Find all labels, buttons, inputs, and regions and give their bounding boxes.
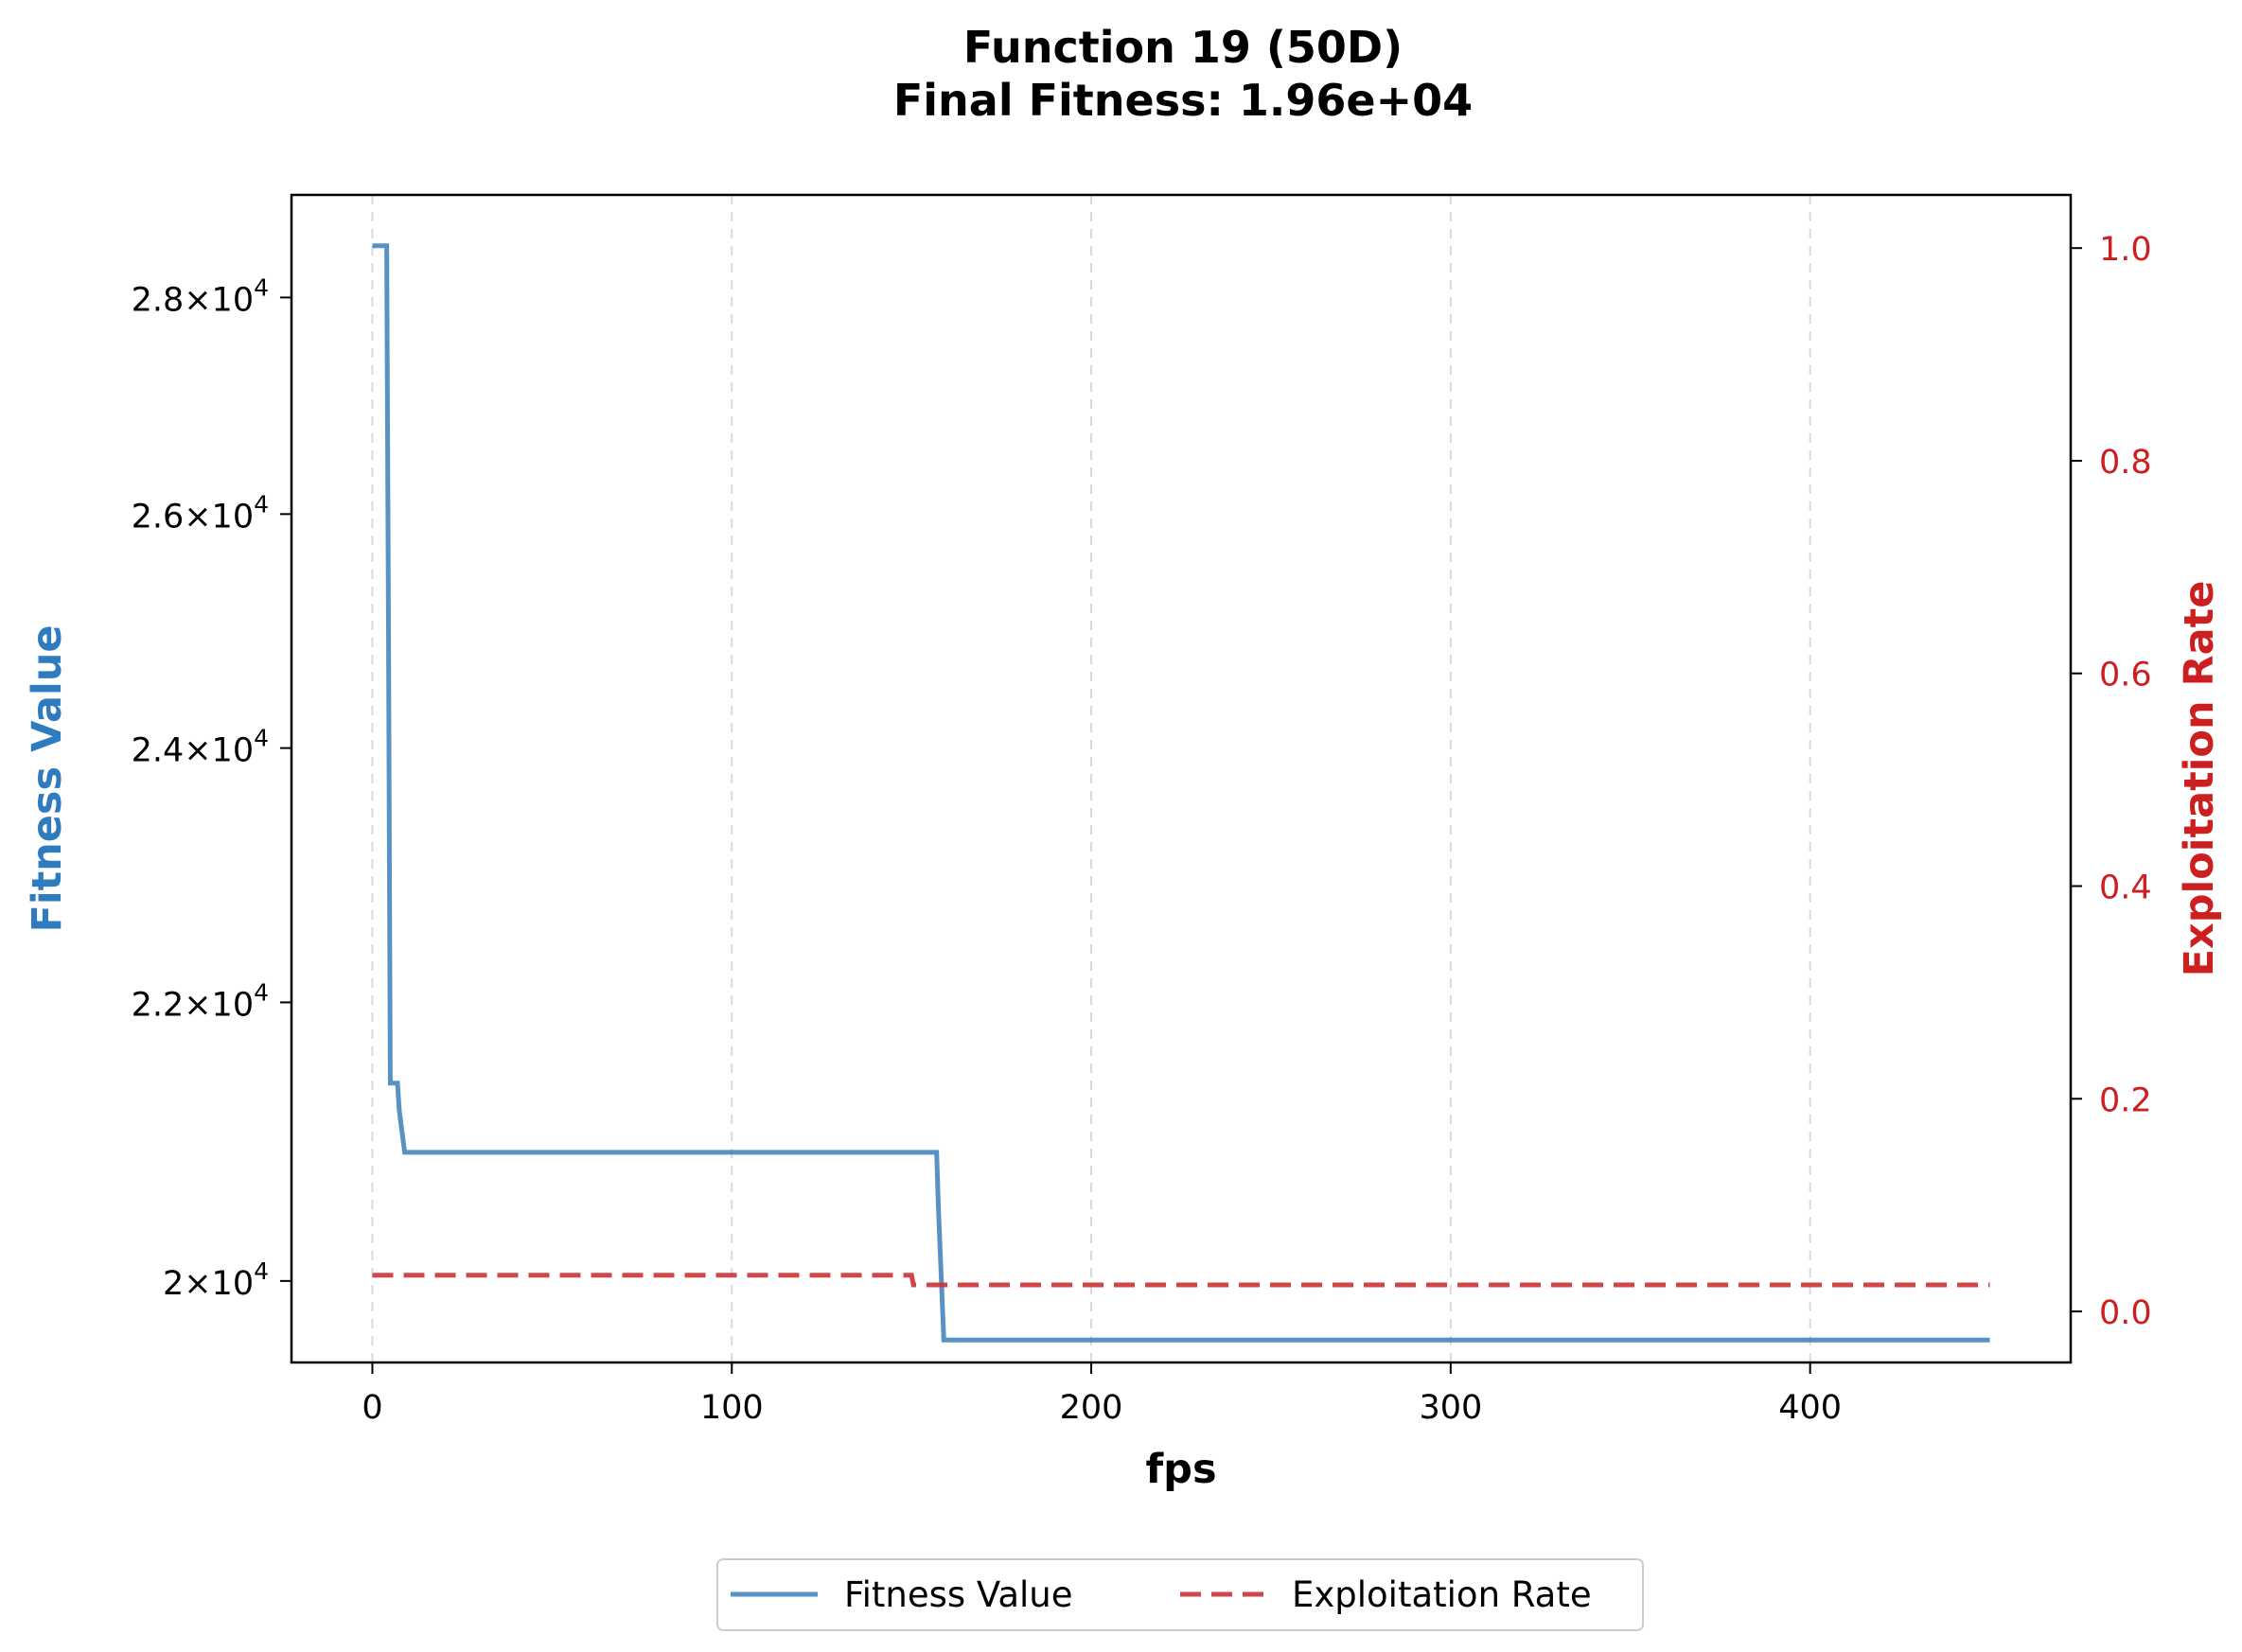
y-left-tick-label: 2.8×104 xyxy=(132,273,269,319)
x-tick-label: 400 xyxy=(1778,1389,1842,1427)
legend: Fitness Value Exploitation Rate xyxy=(716,1558,1644,1631)
y-right-tick-label: 0.0 xyxy=(2099,1294,2152,1332)
chart-title-line1: Function 19 (50D) xyxy=(963,22,1403,73)
series-layer xyxy=(372,243,1990,1343)
x-grid xyxy=(371,195,1811,1362)
y-axis-left-label: Fitness Value xyxy=(24,624,71,932)
plot-frame xyxy=(290,193,2073,1364)
y-left-tick-label: 2.6×104 xyxy=(132,490,269,536)
y-left-tick-label: 2×104 xyxy=(163,1257,269,1303)
series-line-exploitation-rate xyxy=(372,1273,1990,1288)
y-left-tick-label: 2.4×104 xyxy=(132,725,269,770)
y-right-tick-label: 0.8 xyxy=(2099,444,2152,482)
x-axis-label: fps xyxy=(1145,1446,1216,1493)
y-left-tick-label: 2.2×104 xyxy=(132,978,269,1024)
chart-title-line2: Final Fitness: 1.96e+04 xyxy=(893,75,1473,126)
series-line-fitness-value xyxy=(372,243,1990,1343)
legend-label-exploitation: Exploitation Rate xyxy=(1292,1574,1592,1615)
x-axis: 0 100 200 300 400 xyxy=(362,1362,1842,1427)
y-right-tick-label: 1.0 xyxy=(2099,231,2152,269)
y-right-tick-label: 0.4 xyxy=(2099,870,2152,907)
y-axis-left: 2×104 2.2×104 2.4×104 2.6×104 2.8×104 xyxy=(132,273,291,1303)
y-right-tick-label: 0.2 xyxy=(2099,1081,2152,1119)
y-axis-right: 0.0 0.2 0.4 0.6 0.8 1.0 xyxy=(2071,231,2152,1332)
y-right-tick-label: 0.6 xyxy=(2099,657,2152,694)
legend-label-fitness: Fitness Value xyxy=(844,1574,1073,1615)
x-tick-label: 300 xyxy=(1419,1389,1482,1427)
x-tick-label: 0 xyxy=(362,1389,382,1427)
chart-title: Function 19 (50D) Final Fitness: 1.96e+0… xyxy=(893,22,1473,126)
x-tick-label: 200 xyxy=(1060,1389,1123,1427)
y-axis-right-label: Exploitation Rate xyxy=(2176,581,2223,977)
x-tick-label: 100 xyxy=(700,1389,764,1427)
